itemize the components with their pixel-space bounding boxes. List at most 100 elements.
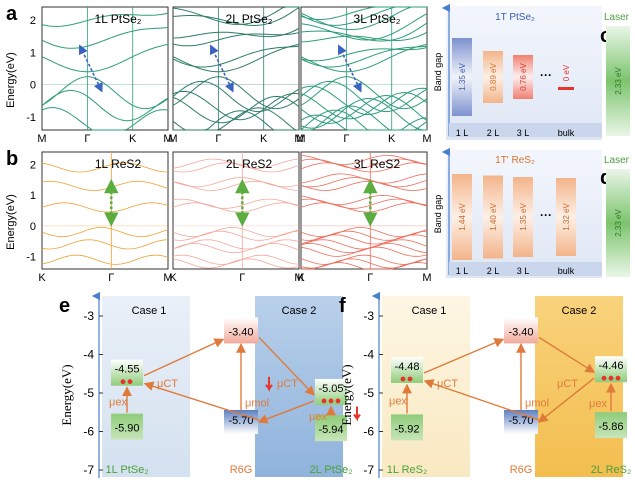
conduction-band	[300, 162, 428, 173]
panel-letter: f	[339, 295, 346, 317]
electron-dot	[335, 398, 341, 404]
ct-arrow	[538, 336, 596, 373]
panel-c-label-strip	[449, 123, 602, 137]
left-valence-value: -5.92	[394, 423, 419, 435]
ct-arrow	[423, 379, 540, 421]
mu-ex-label: μex	[109, 397, 127, 409]
axis-label: Energy(eV)	[59, 364, 74, 425]
mu-ct-label: μCT	[437, 378, 458, 390]
ytick-label: -5	[363, 386, 374, 400]
xtick-label: M	[163, 272, 172, 284]
valence-band	[41, 76, 169, 110]
electron-dot	[127, 379, 133, 385]
valence-band	[172, 258, 300, 269]
bar-label: bulk	[558, 266, 575, 276]
panel-d-ylabel: Band gap	[433, 195, 443, 234]
electron-dot	[615, 375, 621, 381]
conduction-band	[172, 177, 300, 188]
bar-value: 1.35 eV	[519, 203, 528, 231]
xtick-label: M	[296, 133, 305, 145]
ytick-label: -4	[83, 348, 94, 362]
band-plot-title: 3L ReS2	[354, 157, 401, 171]
valence-band	[41, 226, 169, 238]
bandgap-bar: 0.89 eV 2 L	[483, 51, 503, 138]
valence-band	[41, 89, 169, 122]
left-valence-value: -5.90	[114, 423, 139, 435]
right-valence-box	[315, 415, 347, 442]
panel-d-label-strip	[449, 262, 602, 276]
bandgap-bar: 1.35 eV 1 L	[452, 38, 472, 138]
mu-ex-label: μex	[589, 398, 607, 410]
valence-band	[41, 107, 169, 131]
mu-ct-label: μCT	[557, 378, 578, 390]
xtick-label: Γ	[215, 133, 221, 145]
axis-label-a: Energy(eV)	[5, 52, 17, 108]
xtick-label: M	[422, 133, 431, 145]
r6g-homo-value: -5.70	[508, 415, 533, 427]
ytick-label: 0	[30, 80, 36, 92]
ytick-label: -4	[363, 348, 374, 362]
valence-band	[172, 239, 300, 250]
band-plot-title: 2L ReS2	[226, 157, 273, 171]
valence-band	[300, 97, 427, 131]
panel-c-ylabel: Band gap	[433, 53, 443, 92]
ct-arrow	[257, 400, 315, 424]
valence-band	[172, 76, 300, 110]
panel-letter-b: b	[6, 148, 18, 170]
valence-band	[41, 239, 169, 250]
yticks-b: 2 1 0 -1	[26, 159, 36, 263]
band-plot-2: 2L ReS2 K Γ M	[169, 151, 304, 284]
electron-dot	[407, 376, 413, 382]
ytick-label: 1	[30, 190, 36, 202]
valence-band	[172, 90, 300, 121]
ytick-label: 0	[30, 221, 36, 233]
conduction-band	[41, 162, 169, 173]
xtick-label: M	[168, 133, 177, 145]
xtick-label: M	[294, 133, 303, 145]
valence-band	[300, 234, 428, 245]
mu-mol-label: μmol	[525, 397, 549, 409]
xtick-label: K	[129, 133, 137, 145]
laser-label-c: Laser	[604, 12, 630, 23]
valence-band	[300, 246, 428, 257]
r6g-homo-value: -5.70	[228, 415, 253, 427]
valence-band	[300, 114, 428, 131]
valence-band	[172, 230, 300, 241]
panel-letter-c: c	[600, 25, 611, 47]
bandgap-bar: 1.44 eV 1 L	[452, 174, 472, 276]
right-valence-value: -5.94	[318, 424, 343, 436]
valence-band	[41, 254, 169, 265]
xtick-label: Γ	[239, 272, 245, 284]
conduction-band	[300, 22, 428, 42]
laser-bar-c	[606, 26, 630, 136]
ct-arrow	[258, 336, 315, 396]
valence-band	[172, 254, 300, 265]
ytick-label: -1	[26, 112, 36, 124]
decrease-arrow-icon	[353, 406, 361, 422]
conduction-band	[300, 45, 428, 68]
valence-band	[300, 85, 428, 116]
bottom-label-right: 2L ReS₂	[591, 464, 632, 476]
electron-dot	[120, 379, 126, 385]
xtick-label: Γ	[84, 133, 90, 145]
valence-band	[300, 92, 428, 120]
bar-rect	[556, 178, 576, 256]
bar-value: 0 eV	[562, 64, 571, 81]
bar-rect	[513, 177, 533, 257]
conduction-band	[41, 43, 169, 73]
electron-dot	[328, 398, 334, 404]
bottom-label-mid: R6G	[230, 464, 253, 476]
conduction-band	[172, 6, 300, 27]
yticks-a: 2 1 0 -1	[26, 15, 36, 124]
valence-band	[173, 110, 299, 131]
laser-label-d: Laser	[604, 155, 630, 166]
mu-ex-label: μex	[309, 411, 327, 423]
bandgap-arrow	[337, 44, 362, 93]
right-valence-value: -5.86	[598, 421, 623, 433]
bandgap-bar: 1.32 eV bulk	[556, 178, 576, 276]
conduction-band	[300, 6, 427, 31]
laser-value-c: 2.33 eV	[614, 67, 623, 95]
left-valence-box	[391, 414, 423, 441]
